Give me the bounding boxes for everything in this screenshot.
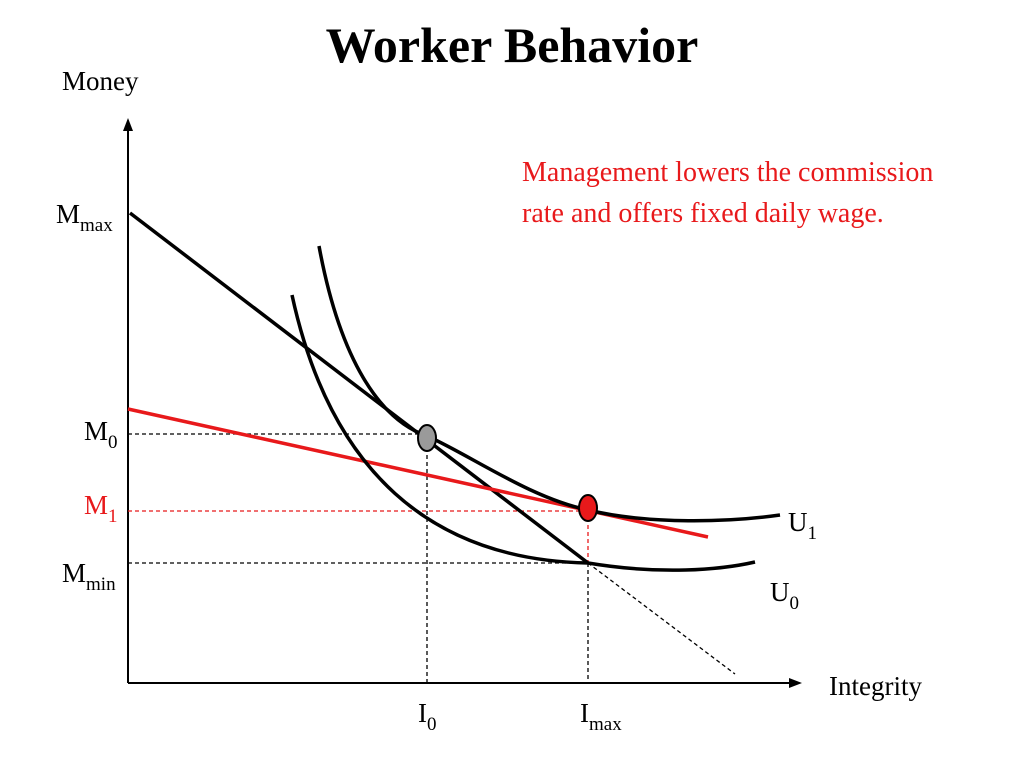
indifference-curve-u0 <box>290 294 756 572</box>
m1-label: M1 <box>84 490 118 527</box>
y-axis-label: Money <box>62 66 139 96</box>
slide-title: Worker Behavior <box>325 17 699 73</box>
original-budget-line <box>128 211 590 565</box>
i-max-label: Imax <box>580 698 622 735</box>
x-axis-label: Integrity <box>829 671 922 701</box>
i0-label: I0 <box>418 698 437 735</box>
annotation-text: Management lowers the commission rate an… <box>522 157 934 229</box>
u0-curve-label: U0 <box>770 577 799 614</box>
y-axis-arrowhead <box>123 118 133 131</box>
m-min-label: Mmin <box>62 558 116 595</box>
x-axis-arrowhead <box>789 678 802 688</box>
u1-curve-label: U1 <box>788 507 817 544</box>
new-equilibrium-point <box>578 494 598 522</box>
m-max-label: Mmax <box>56 199 113 236</box>
m0-label: M0 <box>84 416 118 453</box>
original-equilibrium-point <box>417 424 437 452</box>
indifference-curve-u1 <box>317 245 781 523</box>
budget-line-extension <box>587 562 736 675</box>
